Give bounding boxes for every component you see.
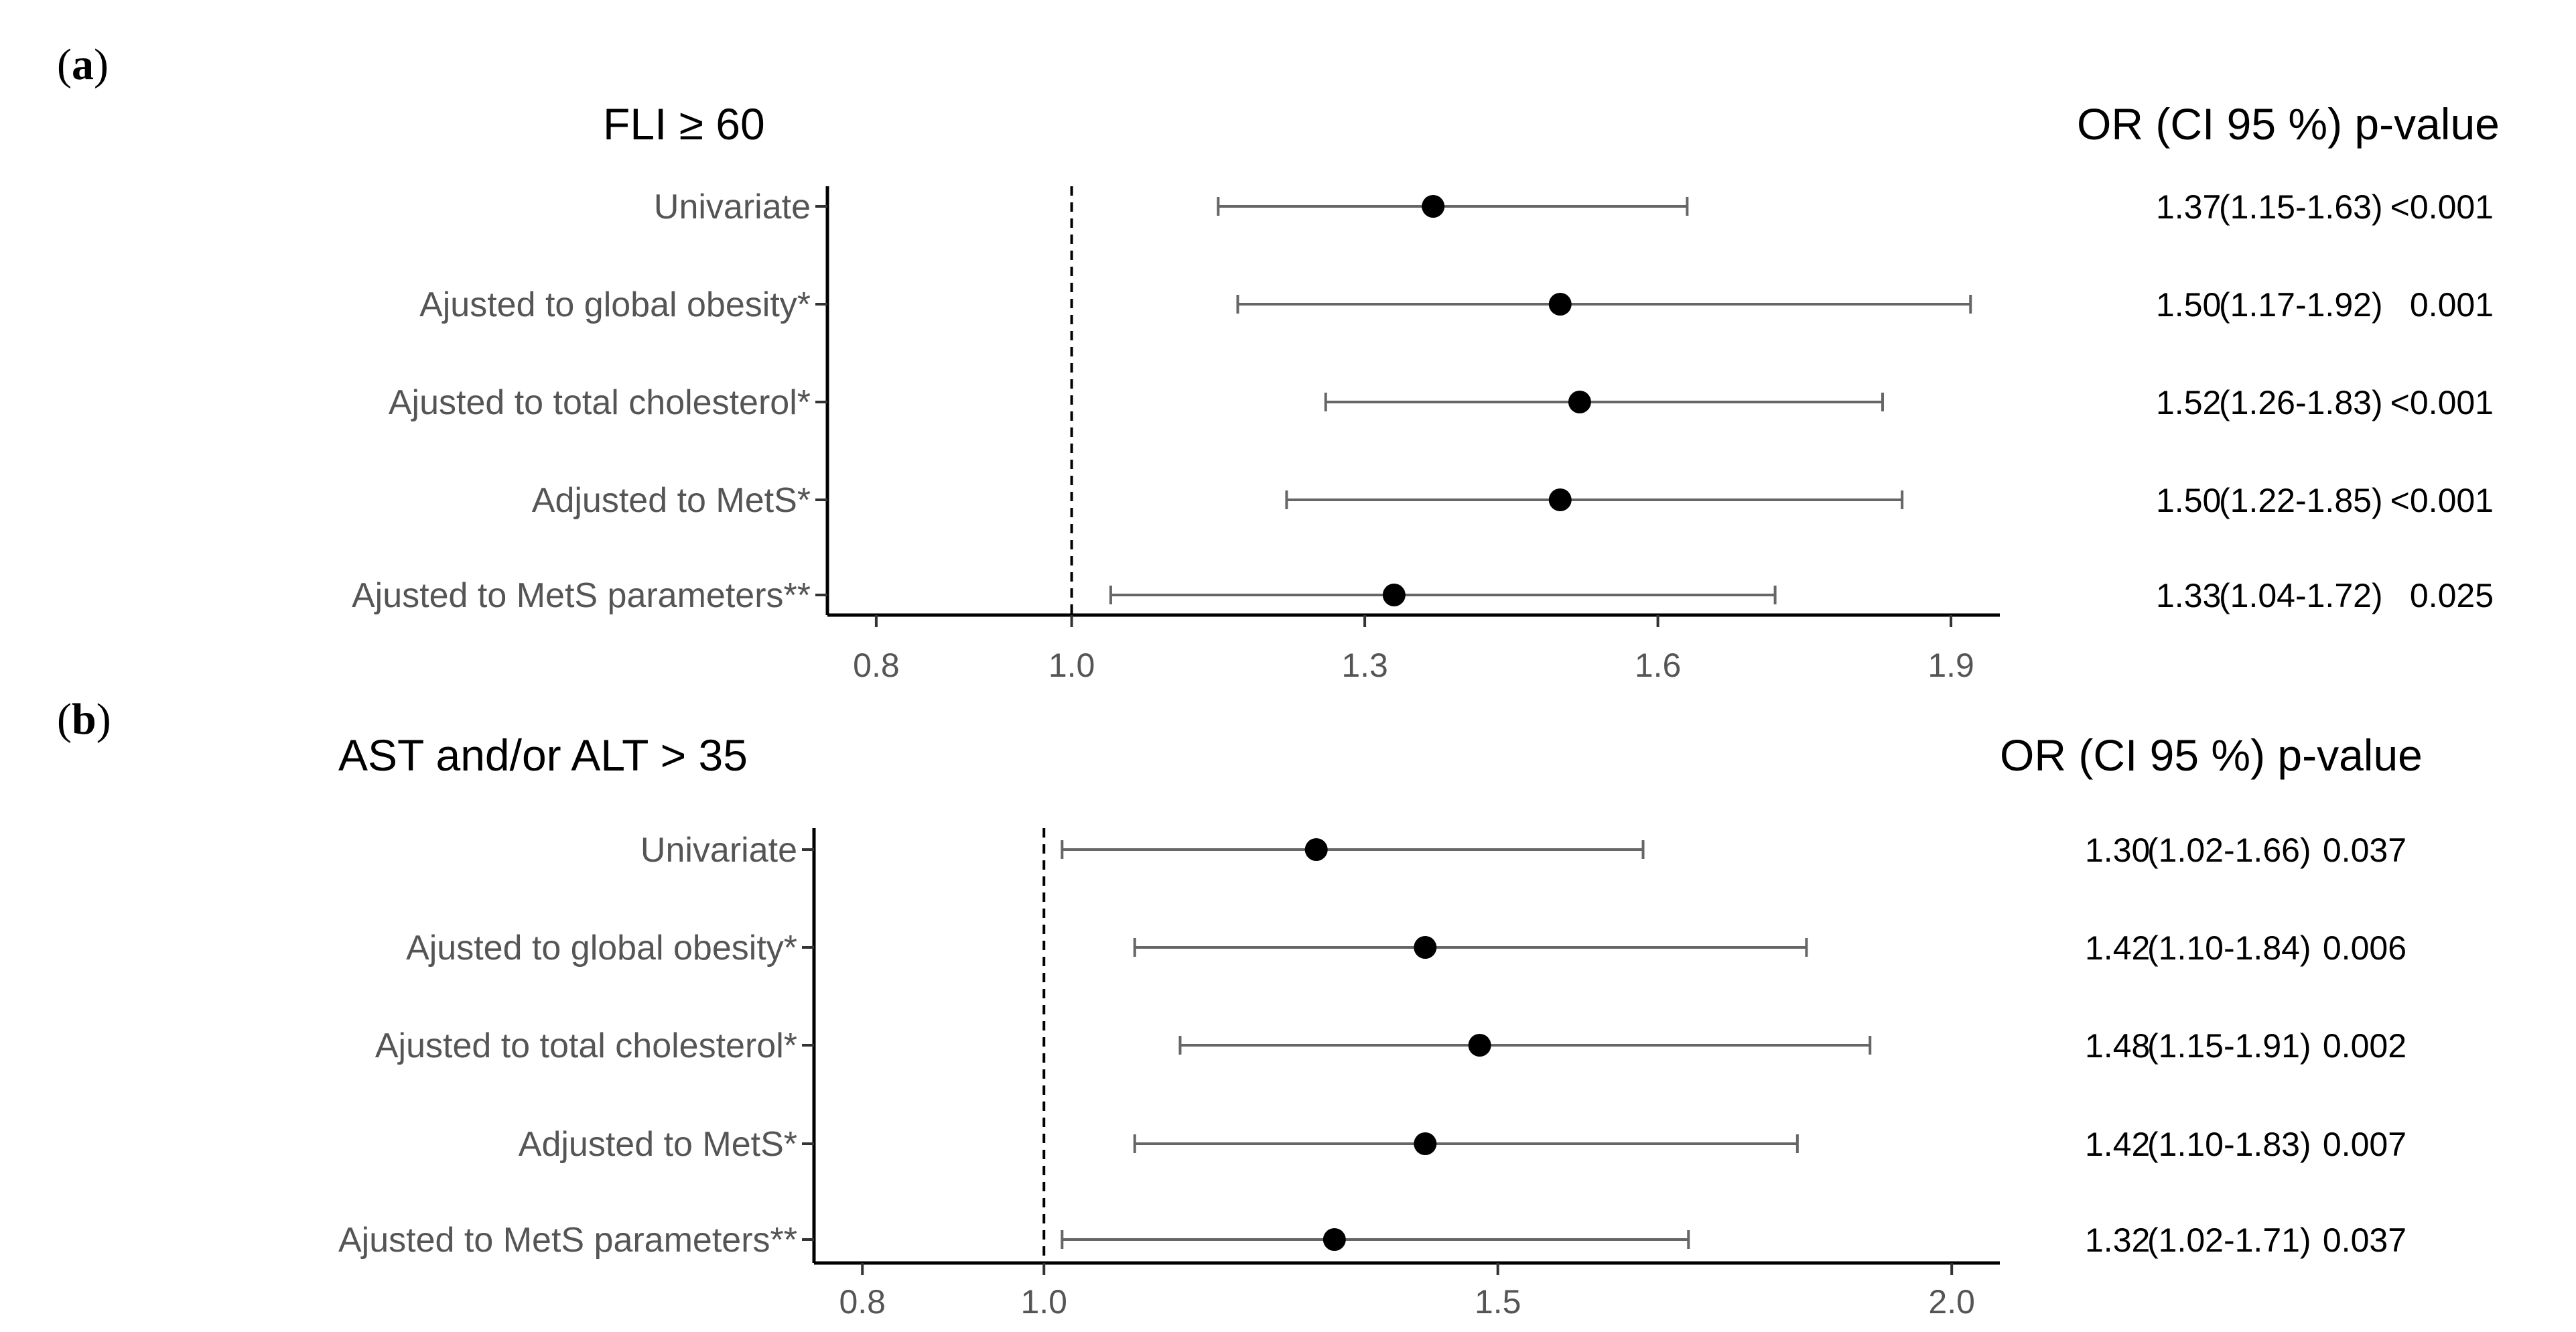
or-point xyxy=(1422,195,1445,218)
ci-value: (1.26-1.83) xyxy=(2219,384,2383,421)
p-value: 0.001 xyxy=(2410,286,2494,324)
ci-value: (1.04-1.72) xyxy=(2219,577,2383,614)
x-tick-label: 1.3 xyxy=(1341,647,1388,684)
x-tick-label: 2.0 xyxy=(1928,1283,1975,1321)
row-label: Ajusted to global obesity* xyxy=(406,929,797,968)
or-value: 1.30 xyxy=(2085,831,2150,869)
ci-value: (1.22-1.85) xyxy=(2219,482,2383,519)
ci-value: (1.02-1.71) xyxy=(2147,1221,2311,1259)
forest-panel-a: (a) FLI ≥ 60 OR (CI 95 %) p-value 0.8 1.0 1.3… xyxy=(57,40,2500,684)
row-label: Ajusted to MetS parameters** xyxy=(352,576,811,615)
x-tick-label: 1.0 xyxy=(1020,1283,1067,1321)
or-point xyxy=(1382,584,1406,606)
results-header: OR (CI 95 %) p-value xyxy=(2077,99,2500,149)
p-value: 0.002 xyxy=(2323,1027,2406,1065)
p-value: 0.006 xyxy=(2323,929,2406,967)
p-value: <0.001 xyxy=(2390,384,2494,421)
ci-value: (1.10-1.83) xyxy=(2147,1126,2311,1163)
ci-value: (1.10-1.84) xyxy=(2147,929,2311,967)
or-value: 1.33 xyxy=(2156,577,2221,614)
ci-value: (1.17-1.92) xyxy=(2219,286,2383,324)
p-value: <0.001 xyxy=(2390,482,2494,519)
or-value: 1.37 xyxy=(2156,188,2221,226)
or-value: 1.42 xyxy=(2085,1126,2150,1163)
panel-tag: (b) xyxy=(57,695,111,744)
or-point xyxy=(1414,1132,1437,1155)
panel-title: AST and/or ALT > 35 xyxy=(338,730,748,780)
forest-panel-b: (b) AST and/or ALT > 35 OR (CI 95 %) p-val… xyxy=(57,695,2423,1321)
row-label: Ajusted to global obesity* xyxy=(419,285,811,324)
panel-title: FLI ≥ 60 xyxy=(603,99,765,149)
ci-value: (1.02-1.66) xyxy=(2147,831,2311,869)
p-value: <0.001 xyxy=(2390,188,2494,226)
x-tick-label: 0.8 xyxy=(853,647,900,684)
or-value: 1.42 xyxy=(2085,929,2150,967)
p-value: 0.025 xyxy=(2410,577,2494,614)
or-value: 1.52 xyxy=(2156,384,2221,421)
x-tick-label: 1.5 xyxy=(1475,1283,1521,1321)
x-tick-label: 1.9 xyxy=(1927,647,1974,684)
or-point xyxy=(1548,488,1572,511)
or-point xyxy=(1548,293,1572,316)
p-value: 0.007 xyxy=(2323,1126,2406,1163)
ci-value: (1.15-1.91) xyxy=(2147,1027,2311,1065)
row-label: Adjusted to MetS* xyxy=(519,1125,797,1164)
ci-value: (1.15-1.63) xyxy=(2219,188,2383,226)
row-label: Univariate xyxy=(640,831,797,870)
or-value: 1.50 xyxy=(2156,286,2221,324)
row-label: Adjusted to MetS* xyxy=(532,481,811,520)
x-tick-label: 0.8 xyxy=(839,1283,886,1321)
row-label: Ajusted to total cholesterol* xyxy=(389,383,811,422)
or-point xyxy=(1323,1228,1346,1251)
p-value: 0.037 xyxy=(2323,831,2406,869)
x-tick-label: 1.0 xyxy=(1048,647,1095,684)
or-point xyxy=(1568,391,1591,413)
p-value: 0.037 xyxy=(2323,1221,2406,1259)
row-label: Univariate xyxy=(654,188,811,226)
or-value: 1.50 xyxy=(2156,482,2221,519)
or-point xyxy=(1468,1034,1491,1057)
or-point xyxy=(1414,936,1437,959)
results-header: OR (CI 95 %) p-value xyxy=(2000,730,2423,780)
panel-tag: (a) xyxy=(57,40,109,89)
row-label: Ajusted to MetS parameters** xyxy=(338,1221,797,1260)
row-label: Ajusted to total cholesterol* xyxy=(375,1026,797,1065)
or-value: 1.48 xyxy=(2085,1027,2150,1065)
or-point xyxy=(1304,838,1328,861)
or-value: 1.32 xyxy=(2085,1221,2150,1259)
x-tick-label: 1.6 xyxy=(1635,647,1682,684)
